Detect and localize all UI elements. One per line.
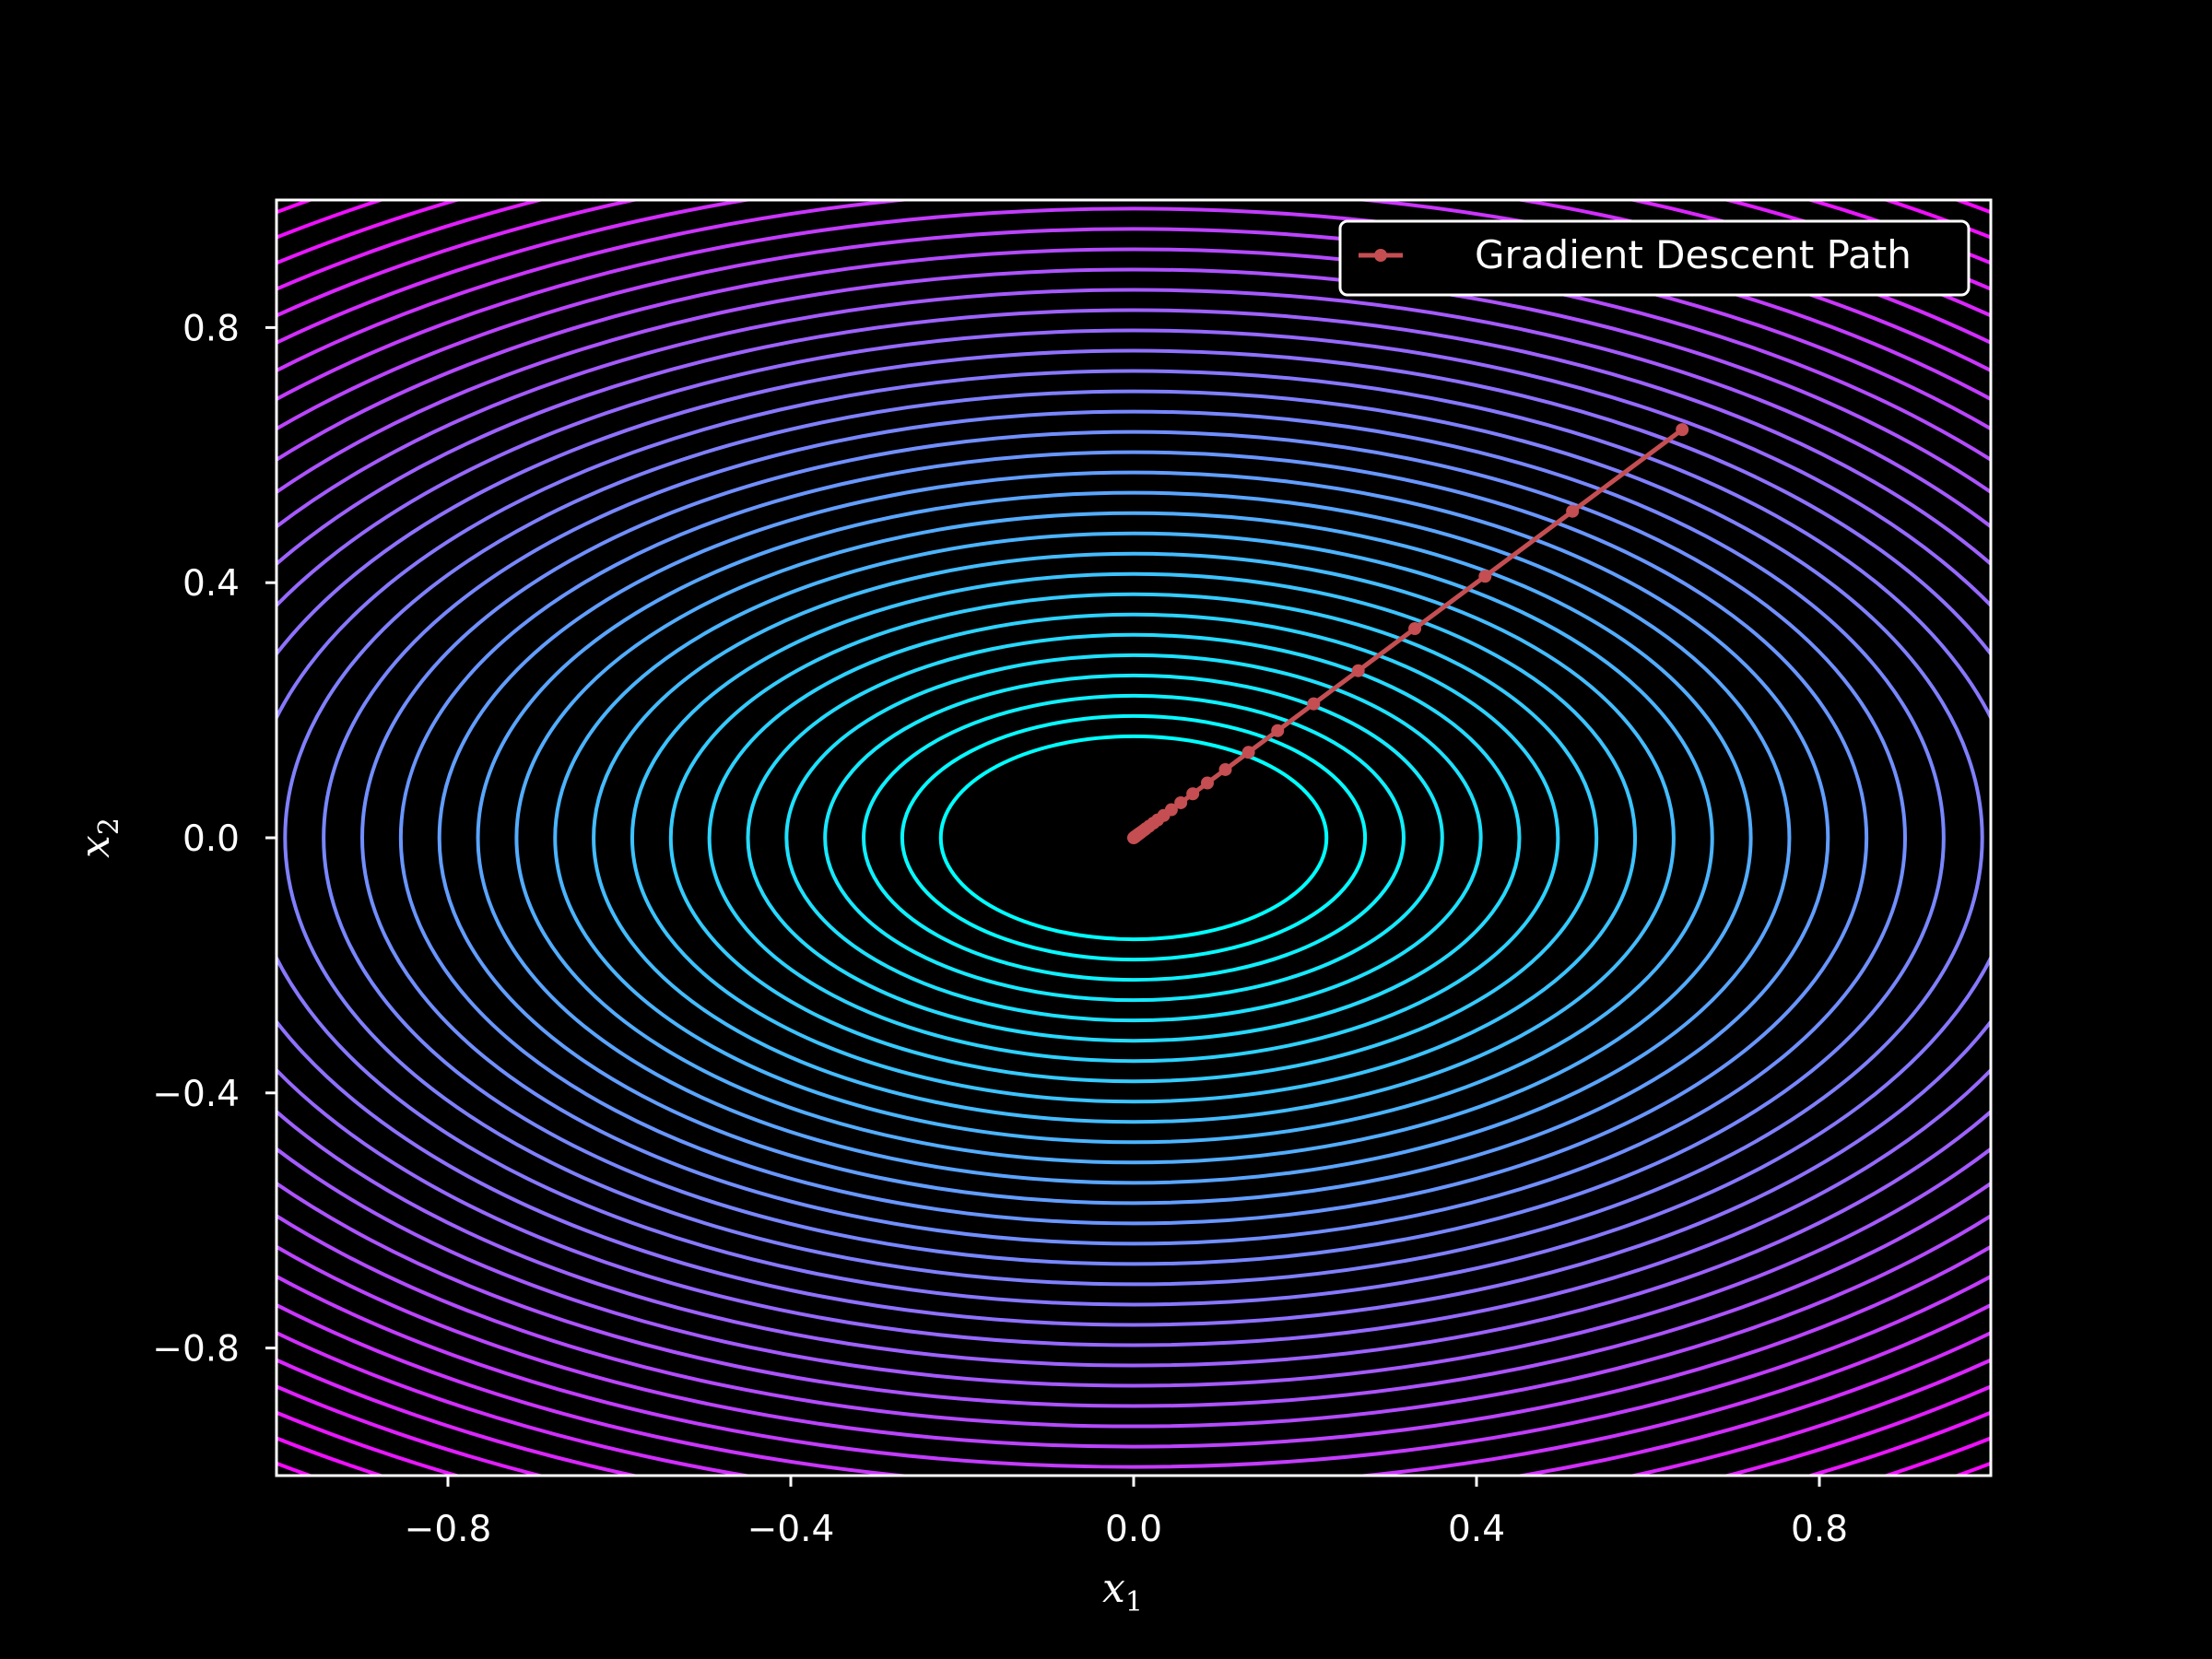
legend-marker-swatch bbox=[1374, 249, 1387, 262]
contour-level-25 bbox=[276, 227, 1991, 1449]
contour-level-9 bbox=[592, 551, 1676, 1124]
path-point-8 bbox=[1218, 762, 1232, 776]
x-tick-label-3: 0.4 bbox=[1448, 1509, 1505, 1550]
contour-level-15 bbox=[360, 429, 1907, 1246]
path-point-30 bbox=[1127, 831, 1140, 844]
y-tick-label-4: 0.8 bbox=[182, 308, 240, 349]
contour-level-10 bbox=[553, 531, 1714, 1145]
contour-level-24 bbox=[276, 247, 1991, 1429]
path-point-0 bbox=[1676, 423, 1689, 437]
contour-level-2 bbox=[862, 693, 1406, 982]
path-point-10 bbox=[1186, 787, 1200, 801]
path-point-9 bbox=[1200, 776, 1214, 790]
path-point-1 bbox=[1566, 504, 1580, 518]
contour-level-19 bbox=[276, 348, 1991, 1327]
path-point-5 bbox=[1307, 697, 1321, 711]
x-axis-label-base: x bbox=[1102, 1565, 1125, 1612]
contour-level-26 bbox=[276, 206, 1991, 1469]
y-tick-label-0: −0.8 bbox=[152, 1329, 240, 1371]
contour-level-23 bbox=[276, 267, 1991, 1408]
y-tick-label-1: −0.4 bbox=[152, 1074, 240, 1115]
contour-level-1 bbox=[900, 713, 1368, 962]
y-tick-label-2: 0.0 bbox=[182, 818, 240, 860]
contour-level-22 bbox=[276, 288, 1991, 1388]
path-point-4 bbox=[1351, 664, 1365, 677]
legend-box bbox=[1338, 219, 1971, 297]
y-axis-label: x2 bbox=[72, 818, 125, 858]
contour-level-4 bbox=[784, 653, 1483, 1023]
path-point-6 bbox=[1271, 724, 1285, 737]
contour-level-5 bbox=[746, 632, 1522, 1043]
contour-level-12 bbox=[476, 490, 1792, 1185]
contour-level-16 bbox=[322, 409, 1946, 1266]
x-tick-label-0: −0.8 bbox=[405, 1509, 492, 1550]
y-axis-label-group: x2 bbox=[72, 818, 125, 858]
contour-level-7 bbox=[668, 592, 1599, 1084]
contour-level-14 bbox=[398, 450, 1869, 1226]
contour-level-20 bbox=[276, 328, 1991, 1347]
contour-lines bbox=[276, 200, 1991, 1476]
contour-level-18 bbox=[276, 369, 1991, 1307]
x-tick-label-2: 0.0 bbox=[1105, 1509, 1162, 1550]
path-point-11 bbox=[1174, 795, 1188, 809]
x-tick-label-4: 0.8 bbox=[1791, 1509, 1848, 1550]
x-axis-label: x1 bbox=[1102, 1565, 1143, 1618]
legend: Gradient Descent Path bbox=[1338, 219, 1971, 297]
y-axis-ticks: −0.8 −0.4 0.0 0.4 0.8 bbox=[152, 308, 276, 1371]
x-axis-label-sub: 1 bbox=[1125, 1586, 1143, 1618]
contour-level-8 bbox=[629, 571, 1638, 1104]
x-axis-ticks: −0.8 −0.4 0.0 0.4 0.8 bbox=[405, 1476, 1848, 1550]
path-point-7 bbox=[1241, 746, 1255, 759]
contour-level-17 bbox=[283, 389, 1984, 1287]
contour-level-3 bbox=[823, 673, 1444, 1003]
gradient-descent-path bbox=[1127, 423, 1689, 844]
x-tick-label-1: −0.4 bbox=[747, 1509, 835, 1550]
legend-label: Gradient Descent Path bbox=[1475, 232, 1912, 277]
contour-level-11 bbox=[514, 511, 1753, 1165]
y-tick-label-3: 0.4 bbox=[182, 563, 240, 605]
path-point-2 bbox=[1478, 570, 1492, 583]
y-axis-label-base: x bbox=[72, 835, 119, 858]
contour-level-0 bbox=[938, 734, 1329, 942]
contour-level-21 bbox=[276, 308, 1991, 1368]
contour-level-13 bbox=[437, 470, 1830, 1206]
path-point-3 bbox=[1408, 622, 1422, 636]
y-axis-label-sub: 2 bbox=[93, 818, 125, 835]
contour-level-6 bbox=[707, 612, 1560, 1064]
